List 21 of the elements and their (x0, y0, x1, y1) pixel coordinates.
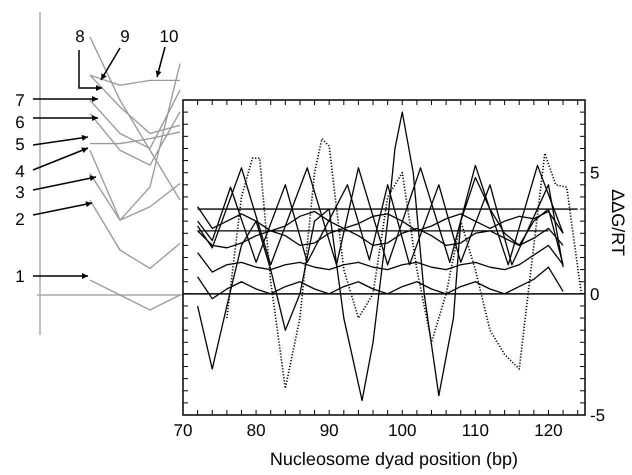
text: 9 (120, 27, 130, 46)
x-tick-label: 100 (388, 421, 416, 440)
text: 7 (15, 91, 25, 110)
text: 1 (15, 267, 25, 286)
x-tick-label: 90 (320, 421, 339, 440)
y-tick-label: -5 (590, 406, 606, 425)
x-axis-title: Nucleosome dyad position (bp) (270, 449, 518, 469)
text: 4 (15, 162, 25, 181)
text: 5 (15, 135, 25, 154)
x-tick-label: 80 (246, 421, 266, 440)
x-tick-label: 110 (462, 421, 489, 440)
text: 2 (15, 210, 25, 229)
series-label: 8 (75, 27, 85, 46)
y-tick-label: 0 (590, 284, 600, 304)
x-tick-label: 120 (534, 421, 563, 440)
text: 10 (160, 27, 178, 46)
y-tick-label: 5 (590, 164, 600, 183)
y-axis-title: ΔΔG/RT (608, 189, 628, 256)
text: 6 (15, 113, 25, 132)
text: 3 (15, 183, 25, 202)
x-tick-label: 70 (174, 421, 192, 440)
